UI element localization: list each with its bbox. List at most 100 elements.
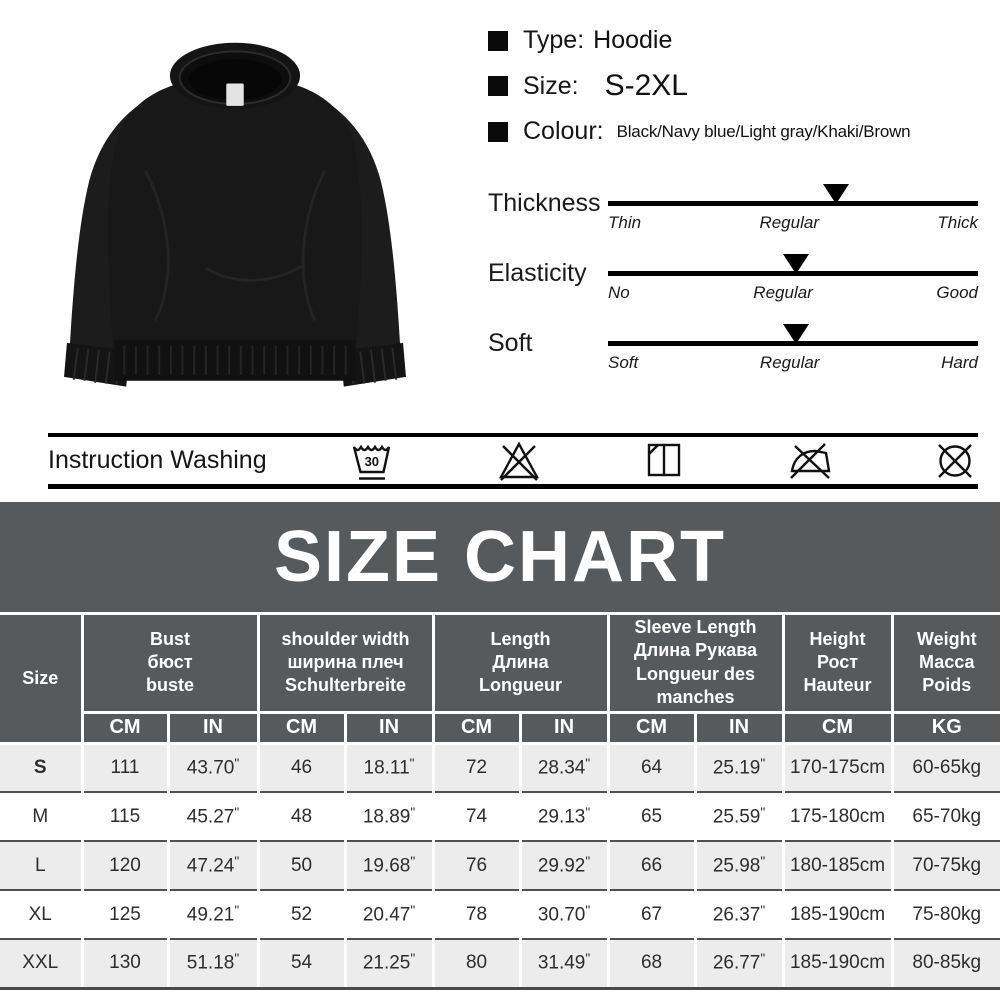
colour-value: Black/Navy blue/Light gray/Khaki/Brown: [616, 121, 911, 141]
row-value-cell: 70-75kg: [890, 840, 1000, 890]
col-height-header: Height Рост Hauteur: [781, 615, 894, 714]
row-value-cell: 65: [606, 791, 697, 841]
row-size-cell: M: [0, 791, 84, 841]
do-not-iron-icon: [789, 443, 830, 479]
scale-max: Thick: [937, 213, 978, 232]
bullet-square-icon: [488, 30, 508, 51]
colour-row: Colour: Black/Navy blue/Light gray/Khaki…: [488, 117, 978, 146]
col-length-header: Length Длина Longueur: [431, 615, 610, 714]
bullet-square-icon: [488, 121, 508, 142]
unit-cell: IN: [343, 710, 435, 745]
scale-mid: Regular: [753, 283, 813, 302]
col-bust-header: Bust бюст buste: [80, 615, 260, 714]
row-size-cell: L: [0, 840, 84, 890]
do-not-dry-clean-icon: [938, 444, 972, 478]
size-chart-banner: SIZE CHART: [0, 502, 1000, 612]
row-value-cell: 25.98": [693, 840, 785, 890]
row-value-cell: 115: [80, 791, 170, 841]
row-value-cell: 180-185cm: [781, 840, 894, 890]
table-row: M 115 45.27" 48 18.89" 74 29.13" 65 25.59" 175-18…: [0, 791, 1000, 841]
row-value-cell: 20.47": [343, 889, 435, 939]
colour-label: Colour:: [523, 117, 604, 145]
slider-marker: [782, 324, 809, 344]
size-chart-title: SIZE CHART: [274, 517, 726, 597]
table-row: XXL 130 51.18" 54 21.25" 80 31.49" 68 26.77" 185-…: [0, 938, 1000, 990]
wash-temp-text: 30: [365, 454, 379, 469]
row-value-cell: 65-70kg: [890, 791, 1000, 841]
size-value: S-2XL: [604, 69, 688, 102]
slider-label: Soft: [488, 329, 533, 357]
row-value-cell: 30.70": [518, 889, 610, 939]
row-value-cell: 78: [431, 889, 522, 939]
size-table-body: S 111 43.70" 46 18.11" 72 28.34" 64 25.19" 170-17…: [0, 741, 1000, 990]
unit-cell: KG: [890, 710, 1000, 745]
product-photo: [0, 0, 470, 433]
col-weight-header: Weight Масса Poids: [890, 615, 1000, 714]
row-size-cell: XXL: [0, 938, 84, 990]
header-units-row: CM IN CM IN CM IN CM IN CM KG: [0, 710, 1000, 745]
scale-mid: Regular: [759, 353, 820, 372]
slider-line: [608, 201, 978, 206]
table-row: S 111 43.70" 46 18.11" 72 28.34" 64 25.19" 170-17…: [0, 741, 1000, 792]
row-value-cell: 80: [431, 938, 522, 990]
row-value-cell: 125: [80, 889, 170, 939]
slider-label: Thickness: [488, 189, 601, 217]
bullet-square-icon: [488, 76, 508, 96]
size-label: Size:: [523, 71, 579, 100]
col-size-header: Size: [0, 615, 84, 745]
row-value-cell: 60-65kg: [890, 741, 1000, 792]
row-size-cell: XL: [0, 889, 84, 939]
scale-max: Good: [936, 283, 978, 302]
row-value-cell: 29.92": [518, 840, 610, 890]
col-sleeve-header: Sleeve Length Длина Рукава Longueur des …: [606, 615, 785, 714]
unit-cell: IN: [693, 710, 785, 745]
scale-max: Hard: [941, 353, 978, 372]
row-value-cell: 74: [431, 791, 522, 841]
row-value-cell: 18.89": [343, 791, 435, 841]
drip-dry-in-shade-icon: [647, 443, 681, 477]
row-value-cell: 47.24": [166, 840, 260, 890]
unit-cell: IN: [518, 710, 610, 745]
unit-cell: CM: [606, 710, 697, 745]
unit-cell: CM: [82, 710, 170, 745]
washing-instructions: Instruction Washing 30: [48, 433, 978, 489]
unit-cell: CM: [431, 710, 522, 745]
row-value-cell: 49.21": [166, 889, 260, 939]
size-table: Size Bust бюст buste shoulder width шири…: [0, 615, 1000, 990]
thickness-slider: Thickness Thin Regular Thick: [488, 184, 978, 233]
elasticity-slider: Elasticity No Regular Good: [488, 254, 978, 303]
scale-min: No: [608, 283, 630, 302]
row-value-cell: 21.25": [343, 938, 435, 990]
attribute-sliders: Thickness Thin Regular Thick: [488, 184, 978, 373]
row-value-cell: 111: [80, 741, 170, 792]
unit-cell: CM: [256, 710, 347, 745]
row-value-cell: 64: [606, 741, 697, 792]
row-value-cell: 48: [256, 791, 347, 841]
row-value-cell: 29.13": [518, 791, 610, 841]
row-value-cell: 46: [256, 741, 347, 792]
scale-min: Thin: [608, 213, 642, 232]
row-size-cell: S: [0, 741, 84, 792]
scale-mid: Regular: [759, 213, 819, 232]
top-section: Type: Hoodie Size: S-2XL Colour: Black/N…: [0, 0, 1000, 433]
row-value-cell: 50: [256, 840, 347, 890]
row-value-cell: 51.18": [166, 938, 260, 990]
row-value-cell: 45.27": [166, 791, 260, 841]
row-value-cell: 43.70": [166, 741, 260, 792]
header-group-row: Size Bust бюст buste shoulder width шири…: [0, 615, 1000, 745]
type-row: Type: Hoodie: [488, 26, 978, 55]
row-value-cell: 26.37": [693, 889, 785, 939]
row-value-cell: 18.11": [343, 741, 435, 792]
row-value-cell: 19.68": [343, 840, 435, 890]
row-value-cell: 185-190cm: [781, 938, 894, 990]
row-value-cell: 66: [606, 840, 697, 890]
row-value-cell: 175-180cm: [781, 791, 894, 841]
row-value-cell: 76: [431, 840, 522, 890]
row-value-cell: 52: [256, 889, 347, 939]
sweatshirt-illustration: [64, 42, 406, 387]
row-value-cell: 80-85kg: [890, 938, 1000, 990]
row-value-cell: 67: [606, 889, 697, 939]
slider-marker: [782, 254, 809, 274]
do-not-bleach-icon: [498, 441, 539, 481]
